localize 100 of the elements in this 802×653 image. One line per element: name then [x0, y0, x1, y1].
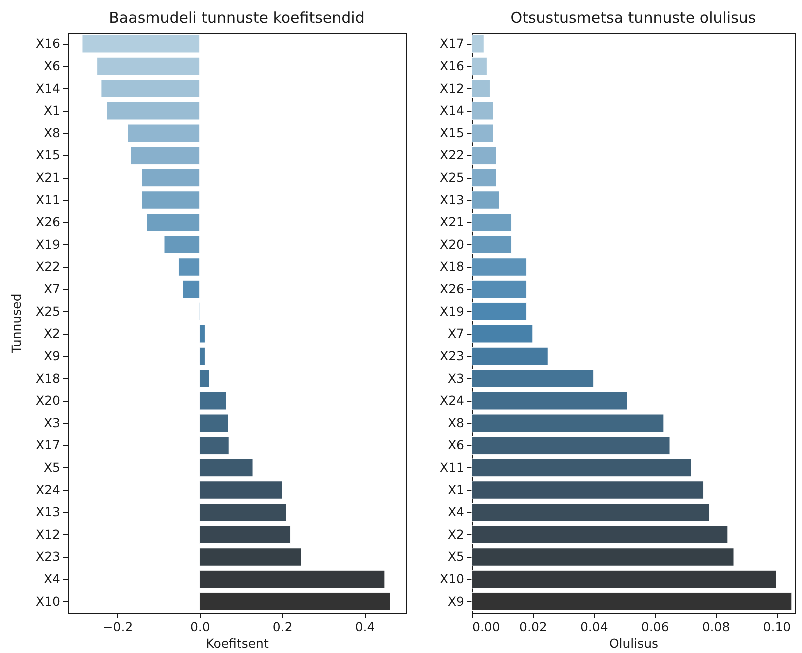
x-axis-title: Koefitsent: [206, 636, 269, 651]
y-tick-label: X17: [440, 36, 464, 52]
y-tick-label: X20: [36, 393, 61, 408]
y-tick-label: X18: [36, 370, 61, 386]
y-tick-label: X26: [440, 282, 465, 297]
bar: [146, 213, 200, 232]
y-tick-label: X23: [36, 549, 60, 564]
bar: [182, 280, 200, 299]
y-tick-label: X6: [448, 438, 465, 453]
bar: [472, 392, 628, 410]
y-tick-label: X15: [440, 125, 464, 140]
bar: [200, 481, 283, 500]
bar: [472, 102, 494, 120]
bar: [106, 102, 200, 120]
bar: [472, 592, 792, 612]
bar: [200, 548, 302, 566]
bar: [200, 458, 254, 478]
bar: [128, 124, 200, 143]
bar: [200, 347, 206, 366]
y-tick-label: X7: [448, 326, 464, 342]
y-tick-label: X13: [440, 192, 464, 208]
bar: [82, 34, 200, 54]
y-tick-label: X16: [36, 36, 61, 52]
chart-title: Baasmudeli tunnuste koefitsendid: [109, 9, 365, 27]
y-tick-label: X7: [44, 282, 60, 297]
bar: [200, 324, 206, 344]
bar: [101, 80, 200, 98]
y-tick-label: X10: [36, 594, 61, 609]
x-tick-label: 0.10: [763, 620, 792, 634]
y-tick-label: X8: [44, 125, 61, 140]
y-tick-label: X20: [440, 236, 465, 252]
bar: [164, 236, 200, 254]
x-tick-label: 0.06: [641, 620, 670, 634]
y-tick-label: X2: [448, 526, 464, 542]
bar: [472, 80, 491, 98]
bar: [200, 414, 229, 433]
bar: [200, 436, 230, 455]
bar: [472, 302, 528, 322]
y-tick-label: X3: [44, 415, 60, 430]
y-tick-label: X25: [440, 170, 464, 185]
y-tick-label: X2: [44, 326, 60, 342]
bar: [472, 481, 704, 500]
y-tick-label: X14: [36, 80, 61, 96]
y-tick-label: X5: [44, 460, 60, 475]
bar: [472, 570, 778, 589]
bar: [472, 191, 500, 210]
bar: [200, 392, 227, 410]
x-tick-label: −0.2: [102, 620, 134, 634]
x-tick-label: 0.04: [580, 620, 608, 634]
bar: [472, 236, 512, 254]
bar: [472, 370, 594, 388]
bar: [472, 258, 528, 276]
bar: [200, 370, 210, 388]
x-tick-label: 0.2: [272, 620, 293, 634]
y-tick-label: X22: [36, 259, 60, 274]
x-tick-label: 0.0: [190, 620, 210, 634]
bar: [178, 258, 200, 276]
bar: [200, 570, 386, 589]
bar: [472, 324, 534, 344]
y-tick-label: X12: [36, 526, 60, 542]
bar: [200, 526, 291, 544]
bar: [472, 168, 497, 188]
chart-title: Otsustusmetsa tunnuste olulisus: [510, 9, 756, 27]
x-tick-label: 0.00: [472, 620, 500, 634]
bar: [472, 436, 670, 455]
bar: [472, 526, 728, 544]
y-tick-label: X21: [36, 170, 60, 185]
bar: [472, 458, 692, 478]
bar: [96, 57, 200, 76]
y-tick-label: X9: [448, 594, 465, 609]
y-tick-label: X3: [448, 370, 464, 386]
y-tick-label: X22: [440, 148, 464, 163]
bar: [472, 414, 664, 433]
x-axis-title: Olulisus: [609, 636, 659, 651]
y-tick-label: X5: [448, 549, 464, 564]
bar: [472, 57, 488, 76]
x-tick-label: 0.4: [355, 620, 376, 634]
y-tick-label: X26: [36, 214, 61, 230]
y-axis-title: Tunnused: [9, 294, 24, 354]
y-tick-label: X24: [36, 482, 61, 498]
y-tick-label: X19: [440, 304, 465, 319]
x-tick-label: 0.02: [520, 620, 548, 634]
y-tick-label: X18: [440, 259, 465, 274]
y-tick-label: X21: [440, 214, 464, 230]
y-tick-label: X14: [440, 103, 465, 118]
y-tick-label: X17: [36, 438, 60, 453]
bar: [472, 280, 528, 299]
y-tick-label: X13: [36, 504, 60, 520]
bar: [472, 124, 494, 143]
y-tick-label: X12: [440, 80, 464, 96]
y-tick-label: X9: [44, 348, 61, 364]
y-tick-label: X19: [36, 236, 61, 252]
y-tick-label: X16: [440, 58, 465, 74]
bar: [472, 213, 512, 232]
bar: [141, 191, 200, 210]
y-tick-label: X24: [440, 393, 465, 408]
y-tick-label: X11: [440, 460, 464, 475]
bar: [200, 503, 287, 522]
bar: [200, 592, 391, 612]
y-tick-label: X11: [36, 192, 60, 208]
